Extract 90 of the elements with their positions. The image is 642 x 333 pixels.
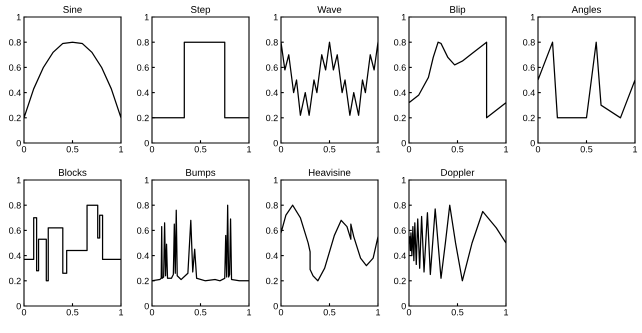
x-tick-label: 0.5 [580,146,592,152]
y-tick-label: 1 [144,177,149,184]
x-tick-label: 0 [278,146,284,152]
y-tick-label: 0.8 [523,39,535,46]
y-tick-label: 0.8 [137,202,149,209]
chart-title: Blip [450,6,466,15]
x-tick-label: 1 [504,309,508,316]
x-tick-label: 0 [22,309,26,316]
y-tick-label: 0.4 [394,252,406,259]
x-tick-label: 1 [376,309,380,316]
y-tick-label: 0 [274,140,278,146]
y-tick-label: 0.4 [9,90,21,96]
x-tick-label: 1 [119,309,124,316]
y-tick-label: 1 [274,177,278,184]
y-tick-label: 0.6 [266,64,278,71]
x-tick-label: 0 [22,146,26,152]
x-tick-label: 0 [150,146,154,152]
chart-title: Angles [572,6,602,15]
y-tick-label: 0.4 [137,90,149,96]
y-tick-label: 0 [402,302,406,310]
x-tick-label: 0 [278,309,284,316]
y-tick-label: 0.2 [266,114,278,122]
y-tick-label: 0.2 [266,278,278,284]
chart-title: Wave [317,6,342,13]
y-tick-label: 0.8 [394,202,406,209]
y-tick-label: 1 [16,14,21,20]
x-tick-label: 1 [504,146,508,152]
y-tick-label: 0.2 [394,278,406,284]
y-tick-label: 0.2 [9,278,21,284]
x-tick-label: 0.5 [66,309,78,316]
y-tick-label: 0.8 [266,202,278,209]
y-tick-label: 1 [530,14,535,20]
y-tick-label: 0.2 [9,114,21,122]
x-tick-label: 1 [376,146,380,152]
y-tick-label: 0.6 [394,64,406,71]
y-tick-label: 0.2 [523,114,535,122]
y-tick-label: 0.2 [394,114,406,122]
chart-title: Doppler [441,168,474,178]
y-tick-label: 0.6 [137,227,149,234]
y-tick-label: 0.8 [137,39,149,46]
chart-title: Sine [63,6,82,13]
y-tick-label: 0.4 [137,252,149,259]
y-tick-label: 0.2 [137,278,149,284]
y-tick-label: 0 [530,140,535,146]
y-tick-label: 0.4 [9,252,21,259]
chart-title: Blocks [58,168,86,176]
x-tick-label: 0.5 [324,146,336,152]
y-tick-label: 0 [402,140,406,146]
y-tick-label: 0.4 [394,90,406,96]
x-tick-label: 1 [119,146,124,152]
x-tick-label: 0 [150,309,154,316]
x-tick-label: 1 [633,146,638,152]
chart-title: Bumps [186,169,216,178]
y-tick-label: 0.6 [9,227,21,234]
x-tick-label: 1 [247,309,252,316]
y-tick-label: 0.4 [266,252,278,259]
y-tick-label: 0.6 [523,64,535,71]
y-tick-label: 0.6 [394,227,406,234]
x-tick-label: 0.5 [324,309,336,316]
x-tick-label: 1 [247,146,252,152]
chart-title: Heavisine [308,168,350,176]
y-tick-label: 1 [402,177,406,184]
x-tick-label: 0 [406,146,412,152]
y-tick-label: 0.8 [394,39,406,46]
y-tick-label: 0 [144,302,149,310]
y-tick-label: 0.6 [266,227,278,234]
y-tick-label: 0.6 [137,64,149,71]
y-tick-label: 0.4 [266,90,278,96]
x-tick-label: 0.5 [452,309,464,316]
y-tick-label: 0.8 [9,39,21,46]
y-tick-label: 0 [144,140,149,146]
x-tick-label: 0.5 [66,146,78,152]
chart-title: Step [190,6,210,15]
y-tick-label: 1 [16,177,21,184]
y-tick-label: 0 [16,140,21,146]
y-tick-label: 0.8 [9,202,21,209]
y-tick-label: 0.6 [9,64,21,71]
y-tick-label: 0.4 [523,90,535,96]
x-tick-label: 0 [406,309,412,316]
y-tick-label: 1 [144,14,149,20]
x-tick-label: 0 [536,146,540,152]
y-tick-label: 0 [274,302,278,310]
x-tick-label: 0.5 [194,309,206,316]
x-tick-label: 0.5 [194,146,206,152]
y-tick-label: 0.8 [266,39,278,46]
y-tick-label: 0 [16,302,21,310]
x-tick-label: 0.5 [452,146,464,152]
y-tick-label: 0.2 [137,114,149,122]
y-tick-label: 1 [274,14,278,20]
y-tick-label: 1 [402,14,406,20]
